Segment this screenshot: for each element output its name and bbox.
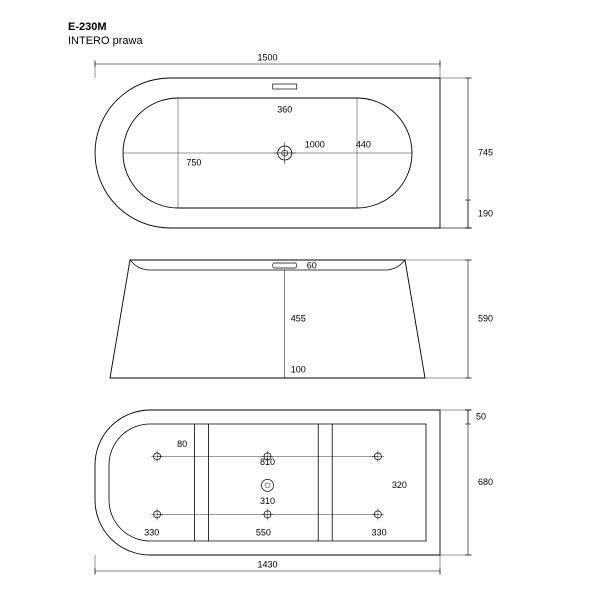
svg-text:590: 590 <box>478 313 493 323</box>
svg-text:50: 50 <box>476 411 486 421</box>
svg-text:455: 455 <box>291 313 306 323</box>
svg-text:440: 440 <box>356 139 371 149</box>
svg-text:320: 320 <box>392 480 407 490</box>
svg-text:330: 330 <box>372 527 387 537</box>
svg-text:60: 60 <box>307 260 317 270</box>
drawing-title: E-230M INTERO prawa <box>68 20 143 49</box>
model-name: INTERO prawa <box>68 35 143 47</box>
svg-text:100: 100 <box>291 364 306 374</box>
technical-drawing: 1500 745 190 360 1000 750 440 60 455 100 590 1430 68… <box>0 0 600 600</box>
svg-text:330: 330 <box>144 527 159 537</box>
svg-text:745: 745 <box>478 147 493 157</box>
svg-text:750: 750 <box>186 157 201 167</box>
svg-text:310: 310 <box>260 496 275 506</box>
svg-text:1000: 1000 <box>305 139 325 149</box>
svg-text:680: 680 <box>478 477 493 487</box>
svg-text:360: 360 <box>277 104 292 114</box>
model-code: E-230M <box>68 21 107 33</box>
svg-text:1430: 1430 <box>257 559 277 569</box>
svg-text:810: 810 <box>260 457 275 467</box>
svg-text:80: 80 <box>177 439 187 449</box>
svg-text:1500: 1500 <box>257 52 277 62</box>
svg-text:190: 190 <box>478 208 493 218</box>
svg-text:550: 550 <box>256 527 271 537</box>
